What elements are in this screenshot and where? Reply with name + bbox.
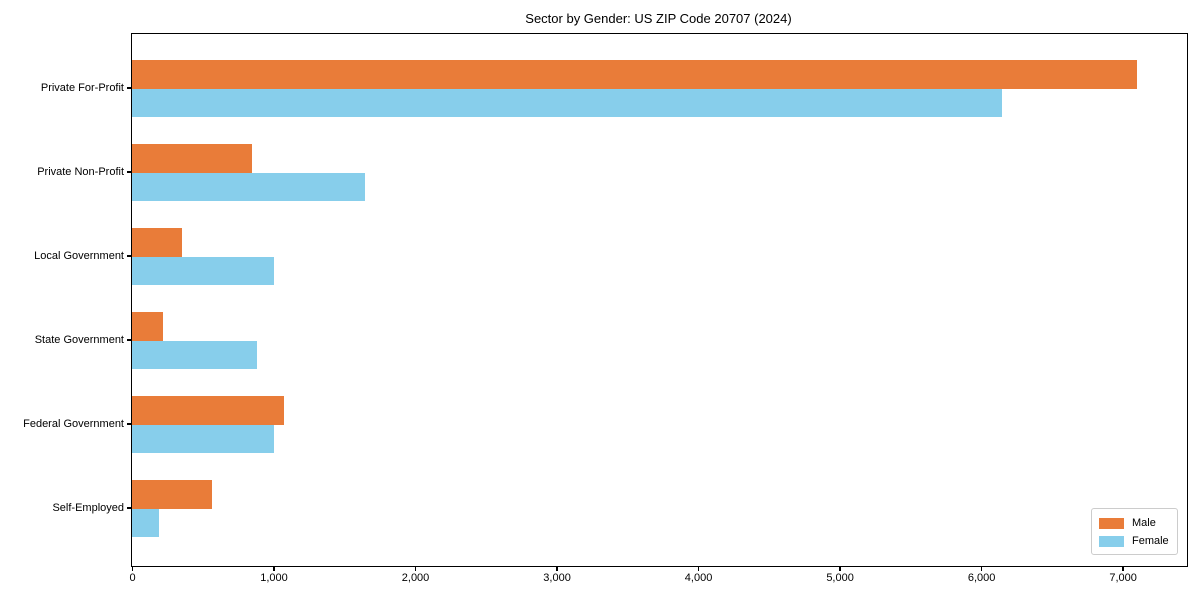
- bar-male-0: [132, 60, 1137, 89]
- x-tick-label: 1,000: [260, 572, 288, 584]
- y-tick-label: Federal Government: [23, 418, 124, 430]
- bar-female-1: [132, 173, 365, 201]
- x-tick-mark: [414, 566, 417, 571]
- legend-label-male: Male: [1132, 517, 1156, 529]
- x-tick-label: 6,000: [967, 572, 996, 584]
- y-tick-label: Local Government: [34, 250, 124, 262]
- bar-female-3: [132, 341, 257, 369]
- legend-item-male: Male: [1099, 515, 1177, 531]
- bar-male-2: [132, 228, 182, 257]
- legend-label-female: Female: [1132, 535, 1169, 547]
- y-tick-label: Self-Employed: [52, 502, 124, 514]
- y-tick-label: State Government: [34, 334, 124, 346]
- bar-female-4: [132, 425, 274, 453]
- legend-swatch-male: [1099, 517, 1124, 529]
- x-tick-mark: [697, 566, 700, 571]
- x-tick-label: 2,000: [401, 572, 430, 584]
- x-tick-mark: [131, 566, 134, 571]
- x-tick-mark: [839, 566, 841, 571]
- x-tick-mark: [1122, 566, 1124, 571]
- x-tick-mark: [273, 566, 275, 571]
- legend-item-female: Female: [1099, 533, 1177, 549]
- bar-male-3: [132, 312, 164, 341]
- bar-male-4: [132, 396, 285, 425]
- legend-swatch-female: [1099, 535, 1124, 547]
- x-tick-mark: [556, 566, 558, 571]
- y-tick-label: Private Non-Profit: [37, 166, 124, 178]
- chart-title: Sector by Gender: US ZIP Code 20707 (202…: [525, 11, 792, 26]
- plot-area: [131, 33, 1188, 567]
- x-tick-label: 0: [129, 572, 136, 584]
- bar-male-1: [132, 144, 252, 173]
- bar-female-5: [132, 509, 159, 537]
- legend: Male Female: [1091, 508, 1178, 555]
- bar-female-0: [132, 89, 1003, 117]
- x-tick-label: 5,000: [826, 572, 854, 584]
- x-tick-label: 3,000: [543, 572, 571, 584]
- bar-female-2: [132, 257, 274, 285]
- x-tick-label: 7,000: [1109, 572, 1137, 584]
- y-tick-label: Private For-Profit: [40, 82, 124, 94]
- bar-male-5: [132, 480, 212, 509]
- x-tick-label: 4,000: [684, 572, 713, 584]
- x-tick-mark: [980, 566, 983, 571]
